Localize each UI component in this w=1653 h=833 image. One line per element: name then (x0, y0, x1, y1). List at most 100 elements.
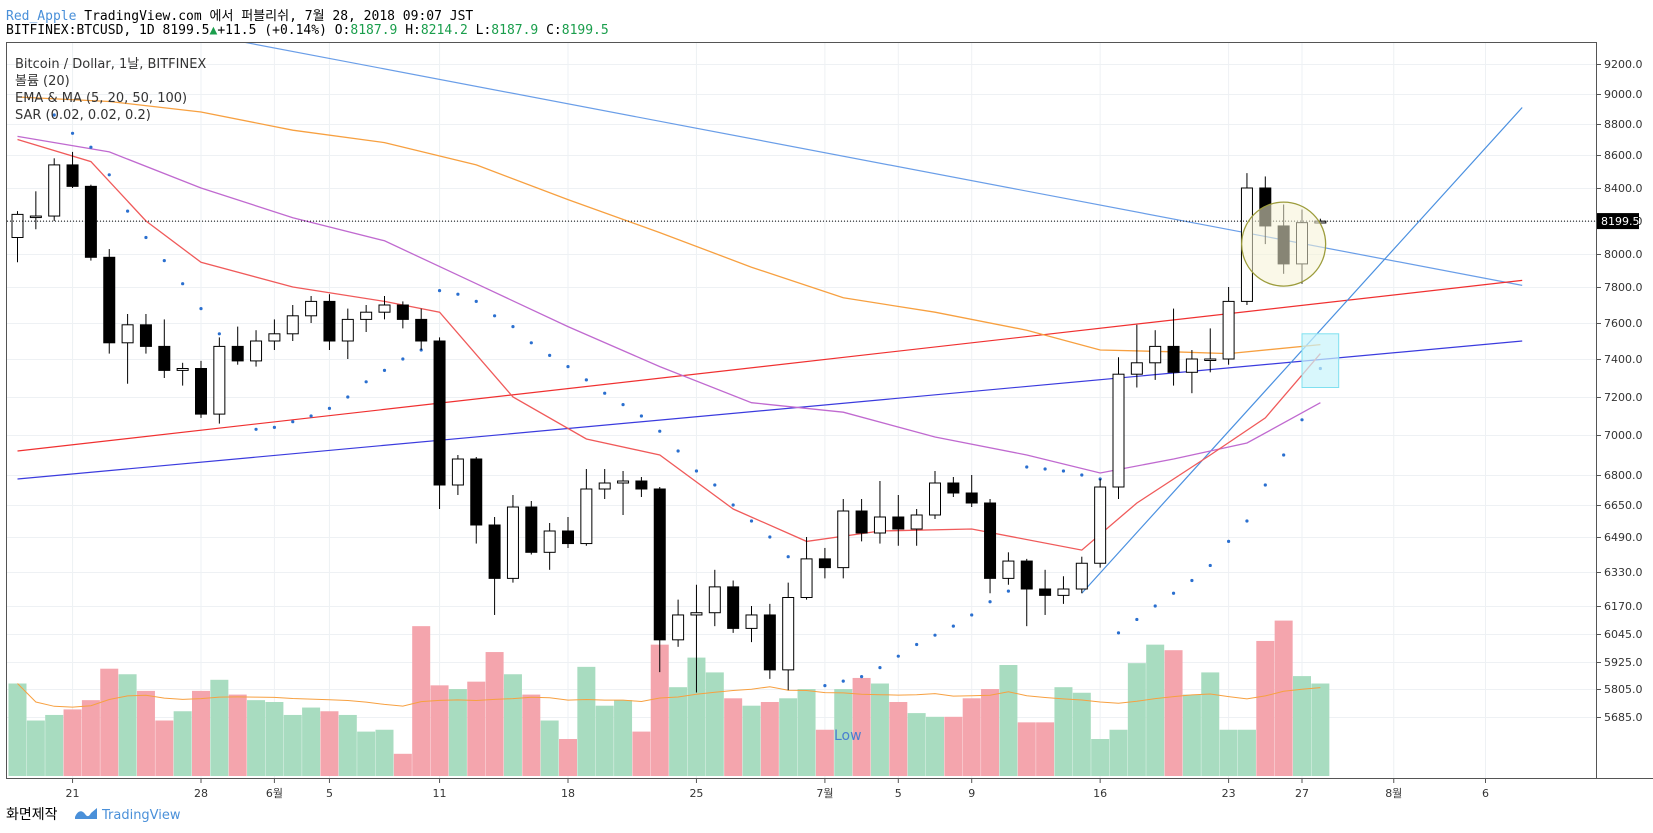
candle[interactable] (213, 337, 226, 424)
candle[interactable] (562, 517, 574, 548)
candle[interactable] (11, 211, 24, 263)
candle[interactable] (139, 314, 152, 354)
candle-body (323, 300, 336, 342)
candle[interactable] (470, 457, 483, 544)
author-name[interactable]: Red_Apple (6, 9, 77, 24)
candle[interactable] (231, 326, 244, 365)
candle[interactable] (947, 477, 960, 497)
candle[interactable] (66, 151, 79, 188)
candle[interactable] (195, 360, 207, 418)
candle[interactable] (1039, 569, 1052, 615)
candle[interactable] (653, 487, 666, 673)
candle[interactable] (176, 362, 189, 386)
sar-dot (841, 679, 845, 683)
candle[interactable] (727, 580, 740, 633)
x-tick-label: 9 (968, 787, 975, 800)
candle[interactable] (763, 603, 776, 679)
candle-body (984, 502, 997, 579)
candle[interactable] (323, 294, 336, 350)
candle[interactable] (1222, 287, 1235, 365)
candle[interactable] (451, 455, 464, 495)
candle[interactable] (929, 471, 941, 519)
sar-dot (291, 420, 295, 424)
sar-dot (107, 173, 111, 177)
candle-body (470, 458, 483, 526)
candle[interactable] (1094, 479, 1107, 568)
volume-bar (485, 652, 504, 776)
candle[interactable] (396, 301, 409, 329)
sar-dot (456, 292, 460, 296)
candle-body (158, 345, 171, 371)
sar-dot (52, 113, 56, 117)
candle[interactable] (488, 517, 501, 615)
candle[interactable] (617, 471, 630, 515)
candle[interactable] (1185, 350, 1198, 394)
footer-brand[interactable]: TradingView (101, 808, 181, 823)
candle[interactable] (1075, 556, 1088, 594)
y-tick-label: 9200.0 (1604, 58, 1643, 71)
candle[interactable] (635, 477, 648, 497)
candle[interactable] (873, 481, 886, 544)
low-value: 8187.9 (491, 23, 539, 38)
candle[interactable] (360, 305, 373, 332)
sar-dot (1116, 631, 1121, 635)
candle[interactable] (855, 499, 868, 542)
candle[interactable] (598, 469, 611, 499)
candle[interactable] (158, 319, 171, 378)
price-chart[interactable]: 9200.09000.08800.08600.08400.08200.08000… (0, 0, 1653, 800)
volume-bar (1091, 739, 1110, 776)
candle-body (250, 340, 263, 362)
legend-series[interactable]: Bitcoin / Dollar, 1날, BITFINEX (15, 57, 206, 72)
tradingview-logo-icon[interactable] (74, 806, 98, 824)
candle[interactable] (984, 499, 997, 594)
candle[interactable] (837, 499, 850, 579)
candle-body (1167, 345, 1180, 373)
candle[interactable] (1020, 558, 1033, 627)
candle[interactable] (818, 547, 831, 579)
candle[interactable] (892, 495, 905, 546)
candle[interactable] (48, 158, 61, 221)
candle[interactable] (29, 191, 42, 230)
candle[interactable] (378, 296, 391, 320)
candle[interactable] (1002, 552, 1015, 585)
legend-ema-ma[interactable]: EMA & MA (5, 20, 50, 100) (15, 91, 187, 106)
candle[interactable] (103, 249, 116, 354)
candle[interactable] (1204, 328, 1217, 373)
candle[interactable] (415, 308, 428, 350)
candle[interactable] (745, 606, 758, 643)
open-label: O: (334, 23, 351, 38)
candle[interactable] (965, 475, 978, 507)
candle[interactable] (121, 314, 134, 384)
candle[interactable] (506, 495, 519, 583)
volume-bar (669, 687, 688, 776)
candle[interactable] (800, 537, 813, 600)
candle[interactable] (250, 330, 263, 367)
volume-bar (815, 729, 834, 776)
candle[interactable] (268, 319, 281, 350)
candle[interactable] (1149, 330, 1162, 380)
candle[interactable] (910, 509, 923, 546)
volume-bar (118, 674, 137, 776)
candle[interactable] (305, 296, 318, 323)
volume-bar (136, 690, 155, 776)
candle[interactable] (580, 469, 593, 546)
candle[interactable] (1112, 357, 1125, 499)
candle[interactable] (708, 569, 721, 627)
legend-volume[interactable]: 볼륨 (20) (15, 74, 70, 89)
candle[interactable] (433, 337, 446, 509)
candle[interactable] (782, 582, 795, 691)
candle[interactable] (341, 308, 354, 359)
candle[interactable] (543, 523, 556, 570)
highlight-circle[interactable] (1241, 201, 1327, 287)
candle[interactable] (84, 184, 97, 261)
candle[interactable] (1130, 324, 1143, 388)
sar-dot (878, 666, 882, 670)
candle[interactable] (690, 584, 703, 693)
candle[interactable] (672, 599, 685, 647)
candle[interactable] (1167, 308, 1180, 386)
highlight-box[interactable] (1301, 333, 1340, 388)
candle[interactable] (286, 305, 299, 341)
candle[interactable] (525, 501, 538, 555)
candle[interactable] (1057, 576, 1070, 604)
legend-sar[interactable]: SAR (0.02, 0.02, 0.2) (15, 108, 151, 123)
